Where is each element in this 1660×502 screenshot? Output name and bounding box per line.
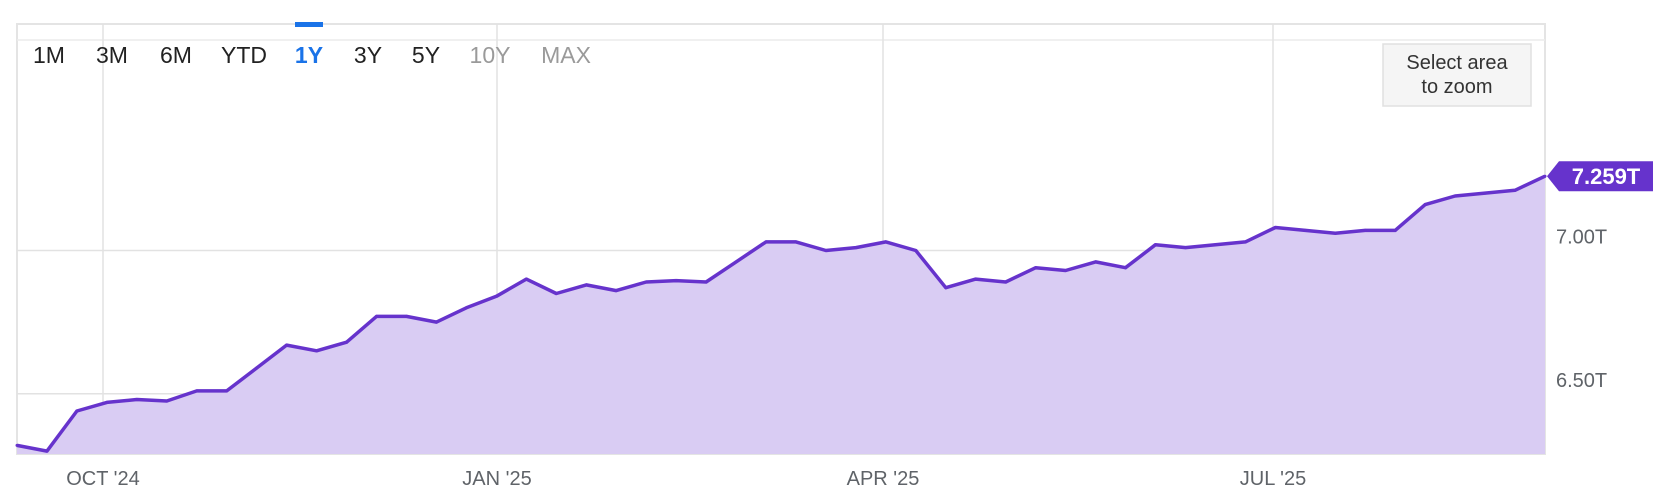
- series-line: [16, 174, 1546, 453]
- last-value-flag: 7.259T: [1547, 161, 1653, 192]
- active-range-indicator: [295, 22, 323, 27]
- data-point: [1333, 231, 1337, 235]
- data-point: [1034, 266, 1038, 270]
- data-point: [285, 343, 289, 347]
- range-button-label: MAX: [541, 42, 591, 68]
- data-point: [1483, 191, 1487, 195]
- data-point: [704, 280, 708, 284]
- data-point: [794, 240, 798, 244]
- zoom-hint-line1: Select area: [1406, 52, 1508, 74]
- range-button-label: 1Y: [295, 42, 323, 68]
- range-button-label: 6M: [160, 42, 192, 68]
- range-selector: 1M 3M 6M YTD 1Y 3Y 5Y 10Y MAX: [33, 22, 591, 68]
- data-point: [824, 249, 828, 252]
- data-point: [1393, 228, 1397, 232]
- last-value-flag-shape: [1547, 161, 1653, 192]
- data-point: [674, 279, 678, 283]
- data-point: [524, 277, 528, 281]
- data-point: [1363, 228, 1367, 232]
- x-axis: OCT '24 JAN '25 APR '25 JUL '25: [66, 468, 1306, 490]
- range-button-3y[interactable]: 3Y: [354, 42, 382, 68]
- range-button-1m[interactable]: 1M: [33, 42, 65, 68]
- data-point: [135, 398, 139, 401]
- data-point: [255, 366, 259, 370]
- data-point: [554, 292, 558, 295]
- data-point: [1243, 240, 1247, 244]
- range-button-label: 1M: [33, 42, 65, 68]
- data-point: [15, 443, 19, 447]
- range-button-3m[interactable]: 3M: [96, 42, 128, 68]
- data-point: [584, 283, 588, 287]
- data-point: [1154, 243, 1157, 247]
- zoom-hint: Select area to zoom: [1382, 43, 1532, 107]
- data-point: [1273, 226, 1277, 229]
- data-point: [644, 280, 648, 284]
- data-point: [435, 320, 438, 324]
- data-point: [854, 246, 858, 250]
- data-point: [944, 286, 948, 290]
- range-button-max: MAX: [541, 42, 591, 68]
- data-point: [1004, 280, 1008, 284]
- data-point: [464, 306, 468, 310]
- y-axis: 6.50T 7.00T: [1556, 226, 1607, 391]
- data-point: [1423, 203, 1427, 207]
- data-point: [225, 389, 229, 393]
- data-point: [974, 277, 978, 281]
- area-series: [15, 174, 1547, 454]
- x-tick-label: OCT '24: [66, 468, 139, 490]
- data-point: [1213, 243, 1217, 247]
- data-point: [165, 399, 169, 403]
- range-button-6m[interactable]: 6M: [160, 42, 192, 68]
- data-point: [405, 314, 408, 318]
- data-point: [1184, 246, 1187, 250]
- x-tick-label: JUL '25: [1240, 468, 1306, 490]
- range-button-1y[interactable]: 1Y: [295, 22, 323, 68]
- range-button-5y[interactable]: 5Y: [412, 42, 440, 68]
- data-point: [734, 260, 738, 264]
- x-tick-label: JAN '25: [462, 468, 531, 490]
- data-point: [315, 349, 319, 353]
- range-button-label: 3Y: [354, 42, 382, 68]
- range-button-10y: 10Y: [470, 42, 511, 68]
- range-button-label: 10Y: [470, 42, 511, 68]
- range-button-label: YTD: [221, 42, 267, 68]
- data-point: [884, 240, 888, 244]
- area-fill: [17, 176, 1545, 454]
- data-point: [614, 289, 618, 293]
- data-point: [375, 314, 378, 318]
- data-point: [764, 240, 768, 244]
- data-point: [195, 389, 199, 393]
- data-point: [345, 340, 349, 344]
- data-point: [1124, 266, 1127, 270]
- range-button-ytd[interactable]: YTD: [221, 42, 267, 68]
- data-point: [494, 294, 498, 298]
- data-point: [1064, 269, 1068, 272]
- data-point: [105, 400, 109, 404]
- data-point: [45, 449, 49, 453]
- data-point: [1543, 174, 1547, 178]
- last-value-label: 7.259T: [1572, 164, 1641, 189]
- range-button-label: 3M: [96, 42, 128, 68]
- x-tick-label: APR '25: [847, 468, 920, 490]
- y-tick-label: 6.50T: [1556, 370, 1607, 392]
- data-point: [1453, 194, 1457, 198]
- y-tick-label: 7.00T: [1556, 226, 1607, 248]
- zoom-hint-box: [1382, 43, 1532, 107]
- zoom-hint-line2: to zoom: [1421, 76, 1492, 98]
- data-point: [1303, 228, 1307, 232]
- range-button-label: 5Y: [412, 42, 440, 68]
- data-point: [914, 249, 918, 252]
- data-point: [75, 409, 79, 413]
- data-point: [1513, 188, 1517, 192]
- data-point: [1094, 260, 1098, 264]
